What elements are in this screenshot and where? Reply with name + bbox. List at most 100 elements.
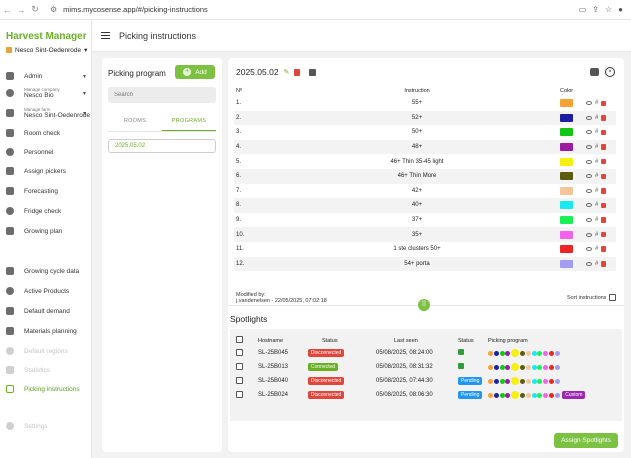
table-row[interactable]: 10. 35+ # — [234, 227, 616, 242]
assign-spotlights-button[interactable]: Assign Spotlights — [554, 433, 618, 448]
eye-icon[interactable] — [586, 130, 592, 135]
share-icon[interactable]: ⇪ — [592, 5, 599, 14]
forward-icon[interactable]: → — [16, 4, 26, 15]
delete-icon[interactable] — [601, 231, 606, 238]
sidebar-item[interactable]: Growing cycle data — [0, 264, 92, 278]
color-swatch[interactable] — [560, 157, 573, 166]
add-program-button[interactable]: + Add — [175, 65, 215, 79]
back-icon[interactable]: ← — [2, 4, 12, 15]
eye-icon[interactable] — [586, 218, 592, 223]
reload-icon[interactable]: ↻ — [31, 4, 39, 14]
sidebar-item[interactable]: Personnel — [0, 145, 92, 159]
delete-icon[interactable] — [601, 144, 606, 150]
table-row[interactable]: 11. 1 ste clusters 50+ # — [234, 242, 616, 257]
install-app-icon[interactable]: ▭ — [578, 5, 587, 14]
sidebar-item[interactable]: Manage farm Nesco Sint-Oedenrode ▾ — [0, 106, 92, 120]
row-checkbox[interactable] — [236, 390, 243, 398]
site-settings-icon[interactable]: ⚙ — [50, 5, 58, 14]
eye-icon[interactable] — [586, 232, 592, 237]
color-swatch[interactable] — [560, 259, 573, 268]
table-row[interactable]: 1. 55+ # — [234, 96, 616, 111]
sidebar-item[interactable]: Statistics — [0, 363, 92, 377]
color-swatch[interactable] — [560, 143, 573, 152]
table-row[interactable]: 12. 54+ porta # — [234, 256, 616, 272]
select-all-checkbox[interactable] — [236, 336, 243, 343]
hash-icon[interactable]: # — [595, 187, 599, 194]
row-checkbox[interactable] — [236, 376, 243, 384]
delete-icon[interactable] — [601, 115, 606, 121]
drag-handle-icon[interactable]: ⠿ — [418, 299, 430, 311]
table-row[interactable]: 8. 40+ # — [234, 198, 616, 213]
delete-icon[interactable] — [601, 261, 606, 267]
delete-icon[interactable] — [601, 202, 606, 209]
sidebar-item[interactable]: Active Products — [0, 284, 92, 298]
print-icon[interactable] — [590, 68, 599, 76]
delete-icon[interactable] — [601, 100, 606, 107]
eye-icon[interactable] — [586, 261, 592, 266]
sidebar-item[interactable]: Room check — [0, 126, 92, 140]
tab-rooms[interactable]: ROOMS — [123, 118, 147, 124]
delete-icon[interactable] — [601, 173, 606, 180]
eye-icon[interactable] — [586, 247, 592, 252]
hash-icon[interactable]: # — [595, 231, 599, 238]
color-swatch[interactable] — [560, 216, 573, 225]
color-swatch[interactable] — [560, 128, 573, 137]
sidebar-item[interactable]: Default regions — [0, 344, 92, 358]
address-bar[interactable]: ⚙ mims.mycosense.app/#/picking-instructi… — [50, 3, 570, 17]
sidebar-item[interactable]: Default demand — [0, 304, 92, 318]
table-row[interactable]: SL-25B045 Disconnected 05/08/2025, 08:24:0… — [234, 346, 616, 360]
sidebar-item[interactable]: Growing plan — [0, 224, 92, 238]
table-row[interactable]: SL-25B040 Disconnected 05/08/2025, 07:44:3… — [234, 374, 616, 388]
table-row[interactable]: 6. 46+ Thin More # — [234, 168, 616, 184]
table-row[interactable]: SL-25B013 Connected 05/08/2025, 08:31:32 — [234, 360, 616, 374]
menu-icon[interactable] — [101, 32, 110, 39]
delete-icon[interactable] — [601, 129, 606, 136]
sidebar-item[interactable]: Admin ▾ — [0, 69, 92, 83]
row-checkbox[interactable] — [236, 348, 243, 356]
hash-icon[interactable]: # — [595, 158, 599, 165]
table-row[interactable]: 4. 48+ # — [234, 139, 616, 155]
eye-icon[interactable] — [586, 115, 592, 120]
hash-icon[interactable]: # — [595, 129, 599, 136]
color-swatch[interactable] — [560, 99, 573, 108]
delete-icon[interactable] — [601, 217, 606, 223]
hash-icon[interactable]: # — [595, 173, 599, 180]
search-input[interactable] — [108, 87, 216, 103]
table-row[interactable]: 7. 42+ # — [234, 184, 616, 199]
hash-icon[interactable]: # — [595, 246, 599, 253]
delete-icon[interactable] — [294, 68, 301, 76]
delete-icon[interactable] — [601, 158, 606, 165]
sidebar-item[interactable]: Forecasting — [0, 184, 92, 198]
color-swatch[interactable] — [560, 113, 573, 122]
edit-icon[interactable]: ✎ — [283, 69, 290, 76]
farm-selector[interactable]: Nesco Sint-Oedenrode ▾ — [6, 46, 87, 54]
sidebar-item[interactable]: Manage company Nesco Bio ▾ — [0, 86, 92, 100]
sidebar-item[interactable]: Settings — [0, 419, 92, 433]
program-list-item[interactable]: 2025.05.02 — [108, 139, 216, 153]
color-swatch[interactable] — [560, 230, 573, 239]
color-swatch[interactable] — [560, 201, 573, 210]
hash-icon[interactable]: # — [595, 202, 599, 209]
color-swatch[interactable] — [560, 186, 573, 195]
table-row[interactable]: 5. 46+ Thin 35-45 light # — [234, 154, 616, 169]
close-icon[interactable]: × — [605, 67, 615, 77]
eye-icon[interactable] — [586, 203, 592, 208]
copy-icon[interactable] — [309, 68, 317, 76]
eye-icon[interactable] — [586, 101, 592, 106]
delete-icon[interactable] — [601, 188, 606, 194]
table-row[interactable]: 2. 52+ # — [234, 110, 616, 126]
profile-icon[interactable]: ● — [618, 5, 623, 14]
color-swatch[interactable] — [560, 172, 573, 181]
row-checkbox[interactable] — [236, 362, 243, 370]
sort-checkbox[interactable] — [609, 294, 617, 301]
eye-icon[interactable] — [586, 174, 592, 179]
sidebar-item[interactable]: Materials planning — [0, 324, 92, 338]
hash-icon[interactable]: # — [595, 144, 599, 151]
tab-programs[interactable]: PROGRAMS — [162, 118, 216, 131]
bookmark-icon[interactable]: ☆ — [604, 5, 613, 14]
sidebar-item[interactable]: Picking instructions — [0, 382, 92, 396]
sidebar-item[interactable]: Fridge check — [0, 204, 92, 218]
eye-icon[interactable] — [586, 159, 592, 164]
table-row[interactable]: 3. 50+ # — [234, 125, 616, 140]
sidebar-item[interactable]: Assign pickers — [0, 164, 92, 178]
